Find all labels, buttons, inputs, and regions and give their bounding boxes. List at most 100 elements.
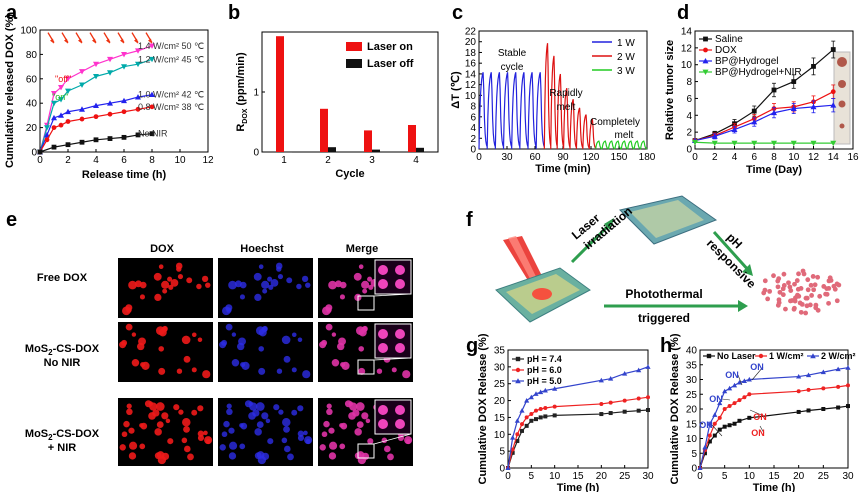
data-point bbox=[796, 409, 801, 414]
data-point bbox=[534, 408, 538, 413]
x-tick-label: 8 bbox=[149, 155, 155, 166]
bar bbox=[320, 108, 328, 152]
data-point bbox=[846, 383, 850, 388]
cell-nucleus bbox=[187, 453, 194, 461]
tumor-sample bbox=[838, 100, 846, 108]
legend-label: 2 W bbox=[617, 52, 635, 63]
drug-dot bbox=[765, 296, 771, 302]
drug-dot bbox=[803, 295, 809, 301]
drug-dot bbox=[836, 282, 842, 288]
cell-nucleus bbox=[383, 445, 391, 453]
cell-nucleus bbox=[319, 444, 326, 451]
legend-label: pH = 6.0 bbox=[527, 365, 562, 375]
y-tick-label: 8 bbox=[470, 102, 476, 113]
data-point bbox=[821, 386, 826, 391]
cell-nucleus bbox=[221, 431, 228, 438]
data-point bbox=[811, 64, 816, 69]
data-point bbox=[515, 432, 520, 437]
data-point bbox=[543, 405, 548, 410]
panel-label-b: b bbox=[228, 2, 240, 24]
x-tick-label: 3 bbox=[369, 155, 375, 166]
x-tick-label: 120 bbox=[583, 152, 600, 163]
cell-nucleus bbox=[123, 420, 130, 428]
cell-nucleus bbox=[282, 418, 291, 427]
cell-nucleus bbox=[226, 408, 233, 416]
zoom-cell bbox=[395, 405, 405, 415]
zoom-cell bbox=[378, 329, 388, 339]
series-line-1 bbox=[694, 91, 834, 142]
data-point bbox=[771, 87, 777, 93]
chart-d: 0 2 4 6 8 10 12 14 16 0 2 4 6 8 10 12 14 Time (Day) Relati… bbox=[664, 27, 859, 177]
row-label-mos2-nir: MoS2-CS-DOX bbox=[25, 428, 100, 442]
triggered-label: triggered bbox=[638, 311, 690, 325]
drug-dot bbox=[788, 288, 794, 294]
data-point bbox=[65, 142, 71, 148]
data-point bbox=[520, 428, 524, 433]
laser-arrow-head bbox=[64, 38, 68, 44]
series-label: No NIR bbox=[138, 129, 168, 139]
cell-nucleus bbox=[362, 288, 368, 294]
cell-nucleus bbox=[226, 307, 232, 313]
cell-nucleus bbox=[283, 425, 290, 433]
cell-nucleus bbox=[261, 412, 269, 420]
data-point bbox=[608, 400, 613, 405]
data-point bbox=[65, 119, 71, 124]
y-tick-label: 20 bbox=[465, 37, 477, 48]
y-tick-label: 14 bbox=[681, 27, 693, 38]
x-tick-label: 0 bbox=[37, 155, 43, 166]
cell-nucleus bbox=[358, 367, 366, 375]
x-tick-label: 2 bbox=[325, 155, 331, 166]
y-tick-label: 20 bbox=[686, 405, 698, 416]
drug-dot bbox=[826, 300, 831, 306]
cell-nucleus bbox=[296, 283, 302, 290]
data-point bbox=[747, 392, 752, 397]
cell-nucleus bbox=[276, 368, 283, 374]
cell-nucleus bbox=[321, 431, 328, 438]
data-point bbox=[830, 89, 836, 95]
drug-dot bbox=[808, 282, 814, 288]
data-point bbox=[520, 422, 524, 427]
cell-nucleus bbox=[153, 272, 162, 281]
y-tick-label: 6 bbox=[470, 112, 476, 123]
cell-nucleus bbox=[191, 367, 197, 373]
cell-nucleus bbox=[356, 421, 364, 429]
cell-nucleus bbox=[167, 276, 173, 282]
data-point bbox=[702, 451, 707, 456]
cell-nucleus bbox=[197, 405, 204, 412]
y-tick-label: 0 bbox=[686, 145, 692, 156]
zoom-cell bbox=[395, 329, 405, 339]
cell-nucleus bbox=[297, 337, 303, 343]
laser-arrow-head bbox=[106, 38, 110, 44]
x-tick-label: 0 bbox=[505, 471, 511, 482]
cell-nucleus bbox=[155, 402, 165, 411]
cell-nucleus bbox=[231, 359, 240, 367]
drug-dot bbox=[811, 287, 817, 293]
cell-nucleus bbox=[291, 367, 297, 373]
drug-dot bbox=[775, 302, 781, 308]
row-label-mos2-prefix: MoS bbox=[25, 343, 48, 355]
legend-marker bbox=[706, 353, 712, 359]
cell-nucleus bbox=[367, 438, 374, 445]
x-tick-label: 2 bbox=[712, 152, 718, 163]
y-tick-label: 30 bbox=[494, 362, 506, 373]
cell-nucleus bbox=[267, 276, 273, 282]
x-axis-label: Time (h) bbox=[557, 482, 600, 492]
cell-nucleus bbox=[135, 280, 142, 288]
legend-label: pH = 5.0 bbox=[527, 376, 562, 386]
on-pointer bbox=[721, 398, 731, 401]
x-axis-label: Time (Day) bbox=[746, 164, 802, 176]
cell-nucleus bbox=[183, 445, 191, 453]
row-label-free-dox: Free DOX bbox=[37, 272, 88, 284]
legend-swatch bbox=[346, 59, 362, 68]
zoom-inset bbox=[374, 399, 412, 435]
cell-nucleus bbox=[165, 418, 171, 424]
on-pointer bbox=[749, 409, 767, 418]
bar bbox=[372, 149, 380, 152]
data-point bbox=[79, 139, 85, 145]
data-point bbox=[727, 423, 732, 428]
cell-nucleus bbox=[353, 272, 362, 281]
data-point bbox=[636, 408, 641, 413]
cell-nucleus bbox=[119, 444, 126, 451]
data-point bbox=[742, 395, 747, 400]
chart-a: 0 2 4 6 8 10 12 0 20 40 60 80 100 Release time (h) Cum… bbox=[4, 14, 214, 181]
